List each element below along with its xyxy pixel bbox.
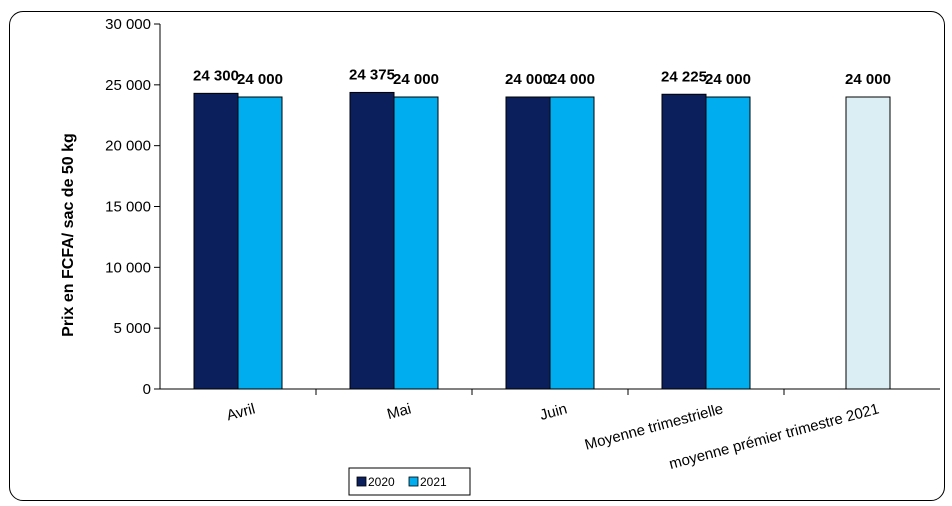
bar-2021: [705, 96, 751, 390]
y-tick-label: 25 000: [105, 77, 151, 94]
y-tick-label: 15 000: [105, 199, 151, 216]
bar-2020: [349, 91, 395, 390]
y-axis: 0 5 000 10 000 15 000 20 000 25 000 30 000: [105, 16, 940, 398]
legend: 2020 2021: [348, 467, 471, 496]
y-tick-label: 0: [143, 381, 151, 398]
category-label: Juin: [538, 400, 569, 424]
data-label: 24 000: [845, 71, 891, 88]
y-axis-label: Prix en FCFA/ sac de 50 kg: [60, 133, 77, 337]
y-tick-label: 30 000: [105, 16, 151, 33]
bar-2021: [549, 96, 595, 390]
legend-swatch-2020: [356, 476, 367, 487]
category-label: Avril: [225, 400, 257, 424]
y-tick-label: 10 000: [105, 259, 151, 276]
data-label: 24 000: [549, 71, 595, 88]
data-label: 24 375: [349, 66, 395, 83]
chart-frame: [9, 11, 945, 501]
bar-2020: [193, 92, 239, 390]
legend-label-2021: 2021: [420, 475, 447, 489]
data-label: 24 000: [393, 71, 439, 88]
y-tick-label: 5 000: [113, 320, 151, 337]
data-label: 24 000: [237, 71, 283, 88]
category-labels: Avril Mai Juin Moyenne trimestriellemoyenne…: [225, 400, 881, 473]
category-label: Mai: [385, 400, 413, 423]
legend-label-2020: 2020: [368, 475, 395, 489]
bar-extra: [845, 96, 891, 390]
legend-swatch-2021: [408, 476, 419, 487]
bars: [193, 91, 891, 390]
y-tick-label: 20 000: [105, 138, 151, 155]
bar-2020: [661, 93, 707, 390]
bar-2020: [505, 96, 551, 390]
data-label: 24 300: [193, 67, 239, 84]
data-label: 24 000: [505, 71, 551, 88]
data-label: 24 225: [661, 68, 707, 85]
data-label: 24 000: [705, 71, 751, 88]
bar-2021: [393, 96, 439, 390]
bar-2021: [237, 96, 283, 390]
